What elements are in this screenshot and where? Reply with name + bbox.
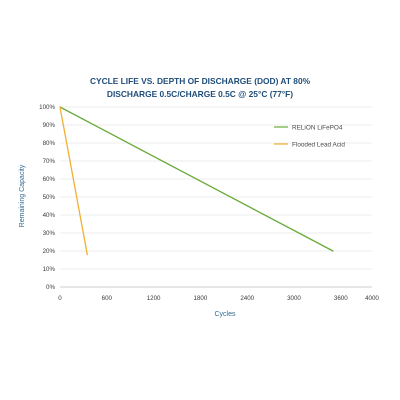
- x-tick-label: 600: [102, 295, 113, 302]
- legend-label-relion: RELiON LiFePO4: [292, 125, 343, 132]
- y-tick-label: 30%: [43, 230, 56, 237]
- x-tick-label: 1800: [194, 295, 208, 302]
- data-series: [59, 106, 334, 256]
- y-tick-label: 20%: [43, 248, 56, 255]
- x-axis-label: Cycles: [214, 311, 236, 318]
- y-tick-label: 70%: [43, 158, 56, 165]
- y-tick-label: 60%: [43, 176, 56, 183]
- x-tick-labels: 0 600 1200 1800 2400 3000 3600 4000: [58, 295, 379, 302]
- x-tick-label: 3600: [334, 295, 348, 302]
- legend: RELiON LiFePO4 Flooded Lead Acid: [274, 125, 345, 149]
- x-tick-label: 4000: [365, 295, 379, 302]
- y-axis-label: Remaining Capacity: [19, 164, 26, 227]
- chart-title-line-1: CYCLE LIFE VS. DEPTH OF DISCHARGE (DOD) …: [90, 76, 311, 86]
- legend-label-lead-acid: Flooded Lead Acid: [292, 142, 345, 149]
- chart-title-line-2: DISCHARGE 0.5C/CHARGE 0.5C @ 25°C (77°F): [107, 89, 293, 99]
- y-tick-label: 0%: [46, 284, 55, 291]
- gridlines: [60, 106, 372, 270]
- y-tick-label: 100%: [39, 104, 55, 111]
- x-tick-label: 2400: [240, 295, 254, 302]
- y-tick-label: 50%: [43, 194, 56, 201]
- y-tick-label: 40%: [43, 212, 56, 219]
- y-tick-label: 90%: [43, 122, 56, 129]
- x-tick-label: 3000: [287, 295, 301, 302]
- x-tick-label: 1200: [147, 295, 161, 302]
- series-line-relion-lifepo4: [59, 106, 334, 252]
- y-tick-labels: 0% 10% 20% 30% 40% 50% 60% 70% 80% 90% 100%: [39, 104, 55, 291]
- x-tick-label: 0: [58, 295, 62, 302]
- series-line-flooded-lead-acid: [59, 106, 88, 256]
- y-tick-label: 10%: [43, 266, 56, 273]
- y-tick-label: 80%: [43, 140, 56, 147]
